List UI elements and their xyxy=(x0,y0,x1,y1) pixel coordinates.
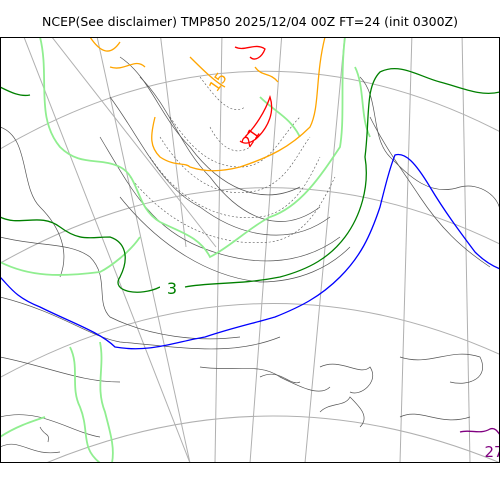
contour-label-21: 21 xyxy=(238,125,264,151)
orange-15-isotherm xyxy=(89,37,326,172)
thin-isotherms xyxy=(0,56,500,454)
green-3-isotherm xyxy=(0,68,500,293)
blue-0-isotherm xyxy=(0,153,500,350)
dashed-isotherms xyxy=(129,76,336,244)
graticule xyxy=(0,37,500,463)
contour-label-27: 27 xyxy=(484,443,500,461)
contour-label-3: 3 xyxy=(167,279,177,298)
light-green-isotherms xyxy=(0,37,371,463)
purple-27-isotherm xyxy=(459,427,500,436)
temperature-map: 3 15 21 27 xyxy=(0,37,500,463)
map-title: NCEP(See disclaimer) TMP850 2025/12/04 0… xyxy=(41,14,458,29)
label-bg-3 xyxy=(160,278,184,296)
red-21-isotherm xyxy=(234,45,273,144)
